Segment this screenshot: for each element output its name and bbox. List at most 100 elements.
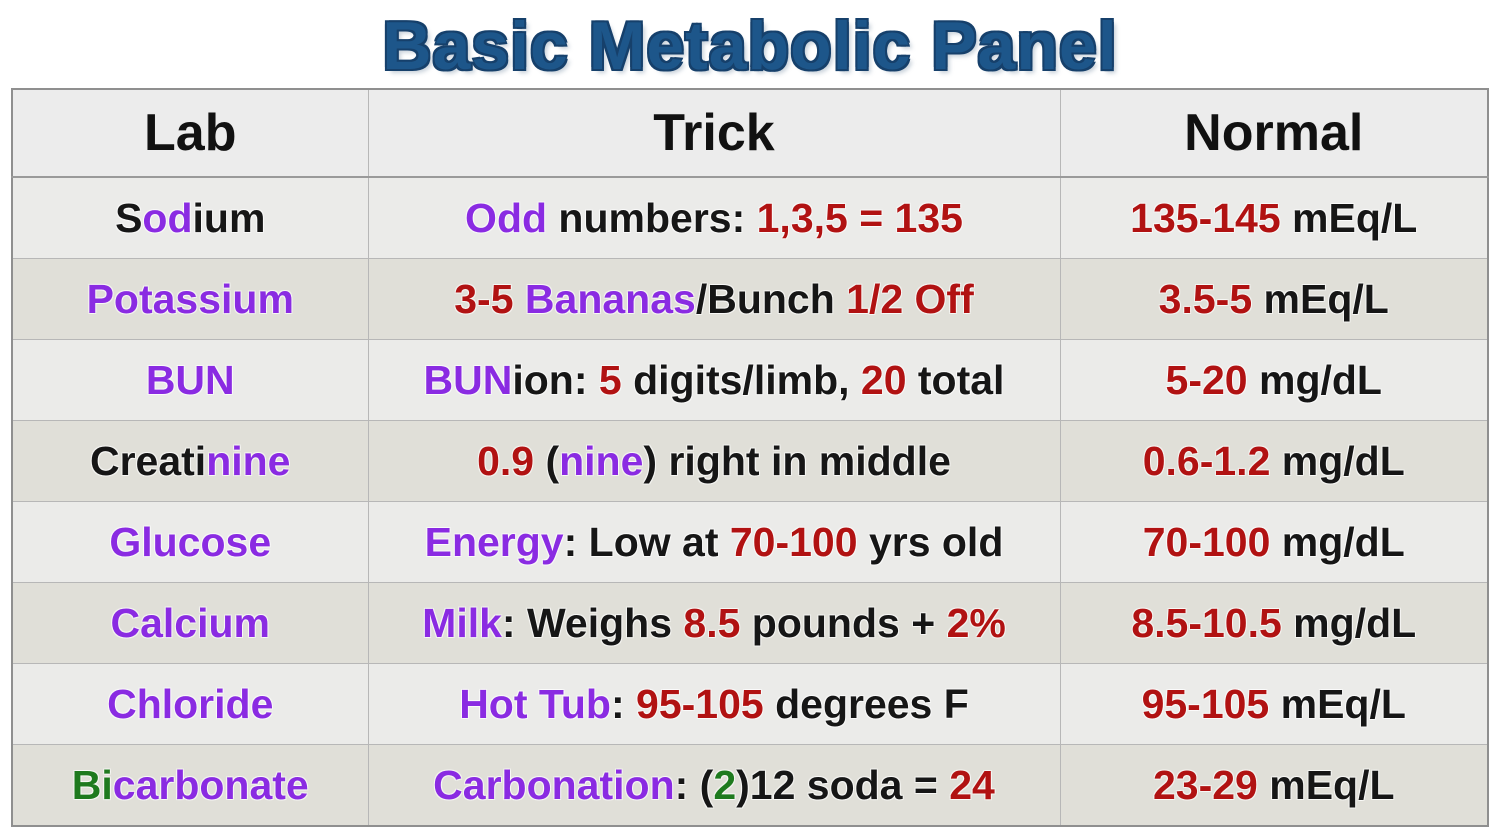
text-segment: ium bbox=[192, 194, 266, 241]
text-segment: BUN bbox=[423, 356, 513, 403]
text-segment: 20 bbox=[860, 356, 907, 403]
text-segment: Creati bbox=[89, 437, 207, 484]
text-segment: nine bbox=[559, 437, 644, 484]
text-segment: mg/dL bbox=[1270, 518, 1405, 565]
text-segment: mg/dL bbox=[1270, 437, 1405, 484]
text-segment: Odd bbox=[465, 194, 548, 241]
text-segment: )12 soda = bbox=[736, 761, 950, 808]
trick-cell: 0.9 (nine) right in middle bbox=[367, 420, 1061, 502]
lab-cell: Calcium bbox=[11, 582, 369, 664]
text-segment: : bbox=[610, 680, 637, 727]
text-segment: total bbox=[906, 356, 1005, 403]
trick-cell: Hot Tub: 95-105 degrees F bbox=[367, 663, 1061, 745]
text-segment: 70-100 bbox=[729, 518, 858, 565]
text-segment: 1/2 Off bbox=[846, 275, 974, 322]
text-segment: /Bunch bbox=[695, 275, 847, 322]
text-segment: 5 bbox=[598, 356, 622, 403]
text-segment: od bbox=[142, 194, 193, 241]
text-segment: 5-20 bbox=[1165, 356, 1248, 403]
text-segment: Energy bbox=[424, 518, 564, 565]
text-segment: 95-105 bbox=[1141, 680, 1270, 727]
text-segment: 8.5 bbox=[683, 599, 741, 646]
table-row: BUN BUNion: 5 digits/limb, 20 total 5-20 m… bbox=[11, 339, 1489, 421]
text-segment: mEq/L bbox=[1280, 194, 1418, 241]
bmp-table: Lab Trick Normal Sodium Odd numbers: 1,3,… bbox=[11, 88, 1489, 827]
text-segment: 135-145 bbox=[1130, 194, 1281, 241]
lab-cell: Sodium bbox=[11, 176, 369, 259]
header-row: Lab Trick Normal bbox=[11, 88, 1489, 178]
text-segment: 23-29 bbox=[1152, 761, 1258, 808]
text-segment: 8.5-10.5 bbox=[1131, 599, 1282, 646]
text-segment: nine bbox=[206, 437, 291, 484]
lab-cell: Bicarbonate bbox=[11, 744, 369, 827]
text-segment: digits/limb, bbox=[621, 356, 861, 403]
column-header-lab: Lab bbox=[11, 88, 369, 178]
text-segment: mEq/L bbox=[1252, 275, 1389, 322]
trick-cell: Odd numbers: 1,3,5 = 135 bbox=[367, 176, 1061, 259]
text-segment: 1,3,5 = 135 bbox=[756, 194, 963, 241]
text-segment: : Low at bbox=[563, 518, 730, 565]
normal-cell: 23-29 mEq/L bbox=[1059, 744, 1489, 827]
table-row: Chloride Hot Tub: 95-105 degrees F 95-105 … bbox=[11, 663, 1489, 745]
text-segment: : Weighs bbox=[501, 599, 684, 646]
lab-cell: Potassium bbox=[11, 258, 369, 340]
trick-cell: Milk: Weighs 8.5 pounds + 2% bbox=[367, 582, 1061, 664]
table-row: Calcium Milk: Weighs 8.5 pounds + 2% 8.5-1… bbox=[11, 582, 1489, 664]
lab-cell: Chloride bbox=[11, 663, 369, 745]
text-segment: Potassium bbox=[86, 275, 294, 322]
text-segment: 3-5 bbox=[454, 275, 514, 322]
text-segment: 95-105 bbox=[636, 680, 764, 727]
table-row: Sodium Odd numbers: 1,3,5 = 135 135-145 mE… bbox=[11, 176, 1489, 259]
text-segment: S bbox=[115, 194, 143, 241]
text-segment: 70-100 bbox=[1142, 518, 1271, 565]
table-row: Glucose Energy: Low at 70-100 yrs old 70-1… bbox=[11, 501, 1489, 583]
text-segment: Bi bbox=[71, 761, 113, 808]
trick-cell: 3-5 Bananas/Bunch 1/2 Off bbox=[367, 258, 1061, 340]
text-segment: ) right in middle bbox=[643, 437, 951, 484]
lab-cell: Glucose bbox=[11, 501, 369, 583]
trick-cell: BUNion: 5 digits/limb, 20 total bbox=[367, 339, 1061, 421]
table-row: Bicarbonate Carbonation: (2)12 soda = 24 2… bbox=[11, 744, 1489, 827]
text-segment: 2% bbox=[946, 599, 1006, 646]
normal-cell: 95-105 mEq/L bbox=[1059, 663, 1489, 745]
text-segment: carbonate bbox=[112, 761, 309, 808]
lab-cell: Creatinine bbox=[11, 420, 369, 502]
table-header: Lab Trick Normal bbox=[11, 88, 1489, 178]
table-row: Creatinine 0.9 (nine) right in middle 0.6-… bbox=[11, 420, 1489, 502]
column-header-normal: Normal bbox=[1059, 88, 1489, 178]
text-segment: BUN bbox=[145, 356, 235, 403]
text-segment: ( bbox=[534, 437, 560, 484]
text-segment: degrees F bbox=[763, 680, 969, 727]
page-title: Basic Metabolic Panel bbox=[382, 8, 1118, 84]
normal-cell: 135-145 mEq/L bbox=[1059, 176, 1489, 259]
text-segment: mEq/L bbox=[1269, 680, 1406, 727]
text-segment: Glucose bbox=[109, 518, 272, 565]
text-segment: Milk bbox=[422, 599, 502, 646]
text-segment: 0.9 bbox=[477, 437, 535, 484]
text-segment: Calcium bbox=[110, 599, 271, 646]
text-segment: Bananas bbox=[513, 275, 696, 322]
text-segment: numbers: bbox=[547, 194, 757, 241]
text-segment: 0.6-1.2 bbox=[1142, 437, 1271, 484]
trick-cell: Carbonation: (2)12 soda = 24 bbox=[367, 744, 1061, 827]
text-segment: mg/dL bbox=[1247, 356, 1382, 403]
text-segment: mEq/L bbox=[1257, 761, 1395, 808]
text-segment: yrs old bbox=[857, 518, 1004, 565]
text-segment: 24 bbox=[949, 761, 995, 808]
text-segment: Chloride bbox=[107, 680, 274, 727]
text-segment: pounds + bbox=[740, 599, 947, 646]
text-segment: 2 bbox=[713, 761, 737, 808]
text-segment: ion: bbox=[512, 356, 599, 403]
text-segment: : ( bbox=[674, 761, 714, 808]
text-segment: 3.5-5 bbox=[1158, 275, 1253, 322]
column-header-trick: Trick bbox=[367, 88, 1061, 178]
normal-cell: 70-100 mg/dL bbox=[1059, 501, 1489, 583]
text-segment: Carbonation bbox=[433, 761, 675, 808]
normal-cell: 5-20 mg/dL bbox=[1059, 339, 1489, 421]
table-row: Potassium 3-5 Bananas/Bunch 1/2 Off 3.5-5 … bbox=[11, 258, 1489, 340]
text-segment: mg/dL bbox=[1281, 599, 1417, 646]
text-segment: Hot Tub bbox=[459, 680, 611, 727]
table-body: Sodium Odd numbers: 1,3,5 = 135 135-145 mE… bbox=[11, 176, 1489, 827]
trick-cell: Energy: Low at 70-100 yrs old bbox=[367, 501, 1061, 583]
